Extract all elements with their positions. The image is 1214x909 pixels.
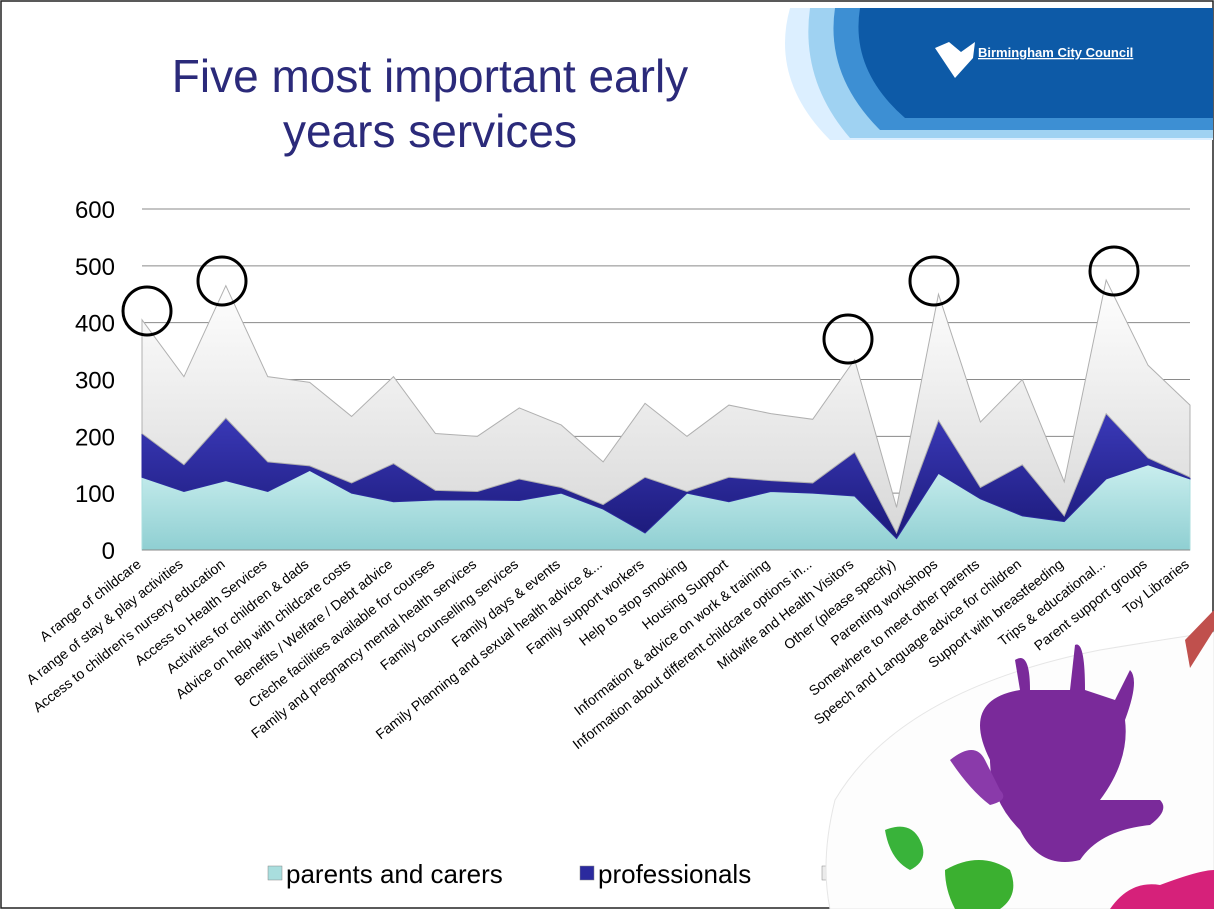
- legend-swatch: [579, 865, 595, 881]
- y-tick-label: 500: [75, 254, 115, 281]
- legend-label: parents and carers: [286, 859, 503, 889]
- y-tick-label: 300: [75, 368, 115, 395]
- chart-title: Five most important early years services: [172, 50, 688, 157]
- hand-image: [825, 610, 1214, 909]
- y-tick-label: 400: [75, 311, 115, 338]
- y-tick-label: 0: [102, 538, 115, 565]
- logo: Birmingham City Council: [978, 45, 1133, 60]
- y-tick-label: 200: [75, 424, 115, 451]
- annotation-circles: [121, 245, 1140, 365]
- y-tick-label: 600: [75, 197, 115, 224]
- area: [141, 278, 1191, 535]
- legend-label: professionals: [598, 859, 751, 889]
- header-decoration: [785, 8, 1213, 140]
- legend-swatch: [267, 865, 283, 881]
- y-tick-label: 100: [75, 481, 115, 508]
